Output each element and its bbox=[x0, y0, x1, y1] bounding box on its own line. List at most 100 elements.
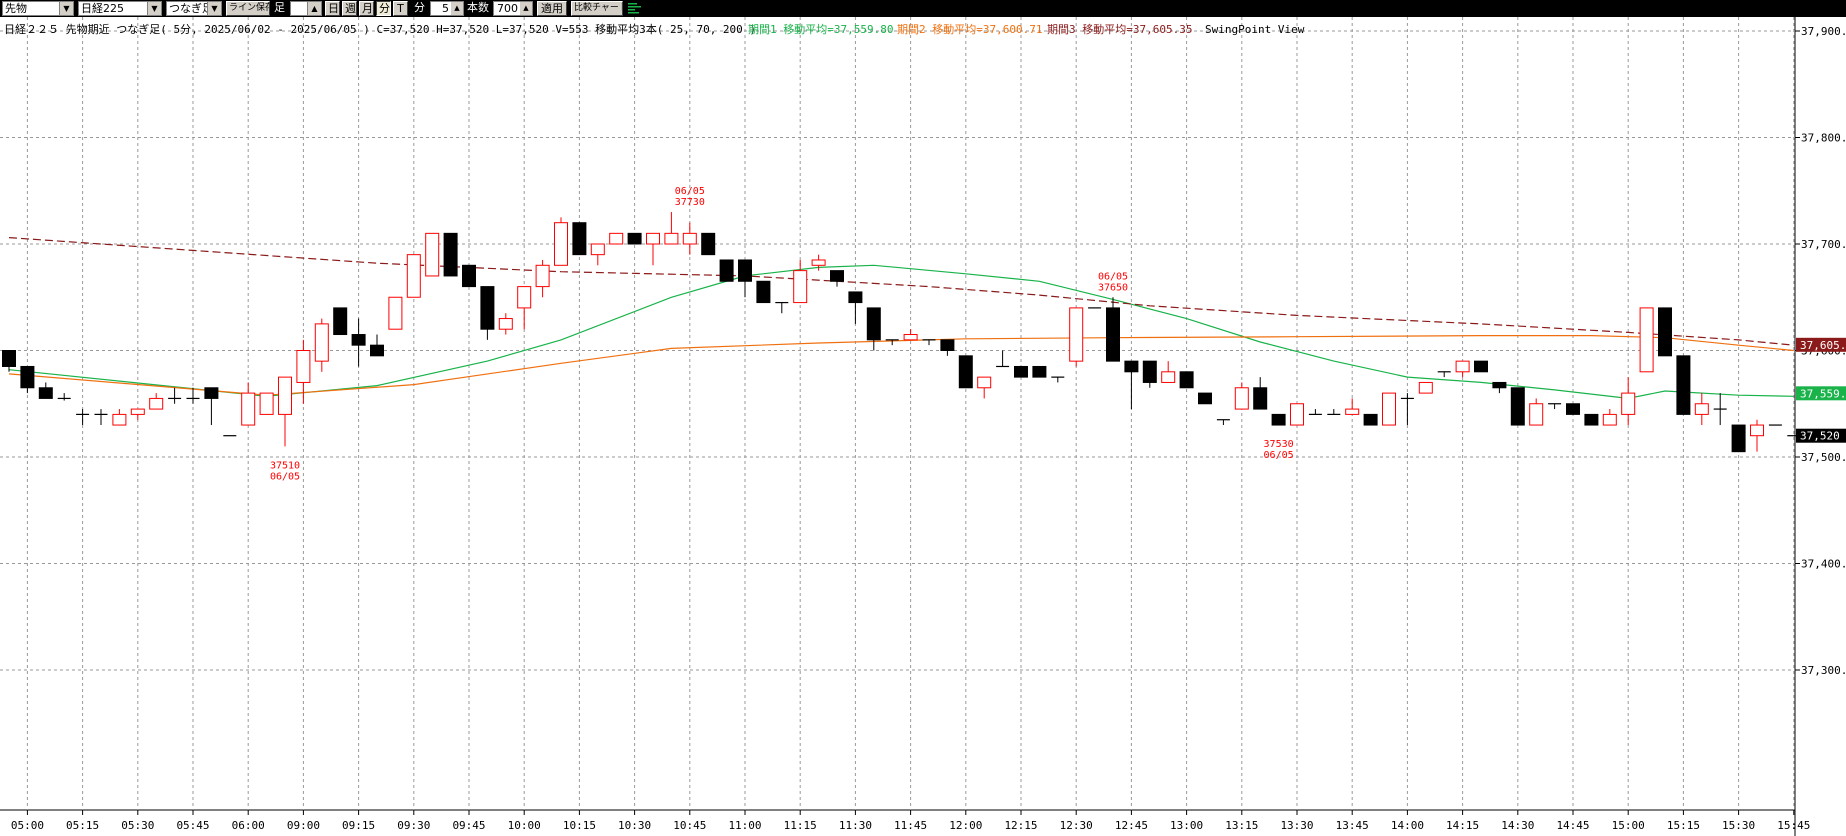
spinner-icon[interactable]: ▲ bbox=[451, 2, 463, 15]
candle bbox=[1676, 355, 1691, 415]
candle-body bbox=[130, 408, 145, 415]
candle-body bbox=[388, 296, 403, 330]
candle bbox=[664, 212, 679, 245]
candle bbox=[848, 291, 863, 324]
header-ma3: 期間3 移動平均=37,605.35 bbox=[1047, 22, 1192, 36]
market-select[interactable]: 先物 ▼ bbox=[2, 1, 74, 16]
candle bbox=[590, 243, 605, 266]
candle-body bbox=[1418, 381, 1433, 394]
candlestick-chart[interactable]: 3751006/0506/053773006/05376503753006/05… bbox=[0, 17, 1846, 836]
x-tick-label: 13:45 bbox=[1336, 819, 1369, 832]
candle bbox=[535, 259, 550, 298]
candle-body bbox=[204, 387, 219, 399]
apply-button[interactable]: 適用 bbox=[537, 1, 567, 16]
spinner-icon[interactable]: ▲ bbox=[307, 2, 321, 15]
candle bbox=[38, 382, 53, 399]
x-tick-label: 09:45 bbox=[452, 819, 485, 832]
count-input[interactable]: 700 ▲ bbox=[493, 1, 533, 16]
bar-type-select[interactable]: つなぎ足 ▼ bbox=[166, 1, 222, 16]
candle bbox=[1602, 409, 1617, 426]
candle bbox=[462, 264, 476, 288]
chevron-down-icon[interactable]: ▼ bbox=[147, 2, 161, 15]
candle bbox=[996, 350, 1010, 368]
candle bbox=[1492, 381, 1507, 394]
candle bbox=[425, 232, 440, 277]
candle-body bbox=[1621, 392, 1636, 415]
candle-body bbox=[259, 392, 274, 415]
bars-icon[interactable] bbox=[627, 1, 643, 16]
candle bbox=[1327, 409, 1341, 415]
candle bbox=[57, 393, 71, 401]
candle bbox=[1382, 392, 1396, 426]
candle bbox=[701, 232, 716, 256]
period-label: 足 bbox=[274, 1, 285, 14]
x-tick-label: 13:15 bbox=[1225, 819, 1258, 832]
candle bbox=[351, 318, 366, 367]
x-tick-label: 15:00 bbox=[1612, 819, 1645, 832]
x-tick-label: 11:15 bbox=[784, 819, 817, 832]
candle bbox=[756, 280, 771, 304]
candle-body bbox=[462, 264, 476, 288]
price-tag-label: 37,520 bbox=[1800, 430, 1840, 443]
candle bbox=[130, 408, 145, 420]
candle-body bbox=[1290, 403, 1304, 426]
x-tick-label: 14:45 bbox=[1556, 819, 1589, 832]
candle-body bbox=[1676, 355, 1691, 415]
chevron-down-icon[interactable]: ▼ bbox=[207, 2, 221, 15]
period-button-minute[interactable]: 分 bbox=[376, 1, 391, 16]
candle bbox=[1731, 424, 1746, 453]
minute-input[interactable]: 5 ▲ bbox=[430, 1, 464, 16]
candle-body bbox=[1106, 307, 1120, 362]
swing-point-date: 06/05 bbox=[1264, 450, 1294, 461]
y-tick-label: 37,400.0 bbox=[1801, 558, 1846, 571]
period-button-month[interactable]: 月 bbox=[359, 1, 374, 16]
period-button-day[interactable]: 日 bbox=[325, 1, 340, 16]
candle bbox=[885, 339, 899, 346]
period-button-week[interactable]: 週 bbox=[342, 1, 357, 16]
candle-body bbox=[1382, 392, 1396, 426]
candle bbox=[333, 307, 348, 336]
price-tag: 37,605.35 bbox=[1796, 337, 1846, 352]
candle bbox=[388, 296, 403, 330]
candle bbox=[1658, 307, 1672, 357]
candle-body bbox=[811, 259, 826, 266]
candle bbox=[866, 307, 881, 351]
candle-body bbox=[903, 334, 918, 341]
candle-body bbox=[646, 232, 660, 245]
candle-body bbox=[1271, 413, 1286, 426]
candle bbox=[1400, 393, 1414, 426]
header-ma2: 期間2 移動平均=37,600.71 bbox=[897, 22, 1042, 36]
candle bbox=[94, 409, 108, 426]
candle-body bbox=[1142, 360, 1157, 383]
price-tag: 37,520 bbox=[1796, 428, 1846, 443]
period-button-tick[interactable]: T bbox=[393, 1, 408, 16]
line-save-button[interactable]: ライン保存 bbox=[226, 1, 270, 16]
candle-body bbox=[1750, 424, 1764, 437]
candle-body bbox=[682, 232, 697, 245]
compare-chart-button[interactable]: 比較チャート bbox=[571, 1, 623, 16]
candle-body bbox=[830, 270, 844, 282]
price-tag: 37,559.80 bbox=[1796, 386, 1846, 401]
candle bbox=[830, 270, 844, 287]
candle bbox=[572, 222, 587, 256]
swing-point-label: 06/05 bbox=[1098, 271, 1128, 282]
candle-body bbox=[351, 334, 366, 346]
candle bbox=[186, 387, 200, 404]
symbol-select[interactable]: 日経225 ▼ bbox=[78, 1, 162, 16]
period-field[interactable]: ▲ bbox=[290, 1, 322, 16]
spinner-icon[interactable]: ▲ bbox=[520, 2, 532, 15]
y-tick-label: 37,300.0 bbox=[1801, 664, 1846, 677]
candle-body bbox=[1566, 403, 1580, 415]
candle bbox=[1639, 307, 1654, 373]
candle bbox=[1363, 413, 1378, 426]
candle-body bbox=[664, 232, 679, 245]
candle-body bbox=[296, 350, 311, 383]
x-tick-label: 05:30 bbox=[121, 819, 154, 832]
chevron-down-icon[interactable]: ▼ bbox=[59, 2, 73, 15]
candle-body bbox=[1455, 360, 1470, 373]
candle-body bbox=[738, 259, 752, 282]
candle-body bbox=[278, 376, 292, 415]
y-tick-label: 37,500.0 bbox=[1801, 451, 1846, 464]
x-tick-label: 10:45 bbox=[673, 819, 706, 832]
candle bbox=[1713, 393, 1727, 426]
